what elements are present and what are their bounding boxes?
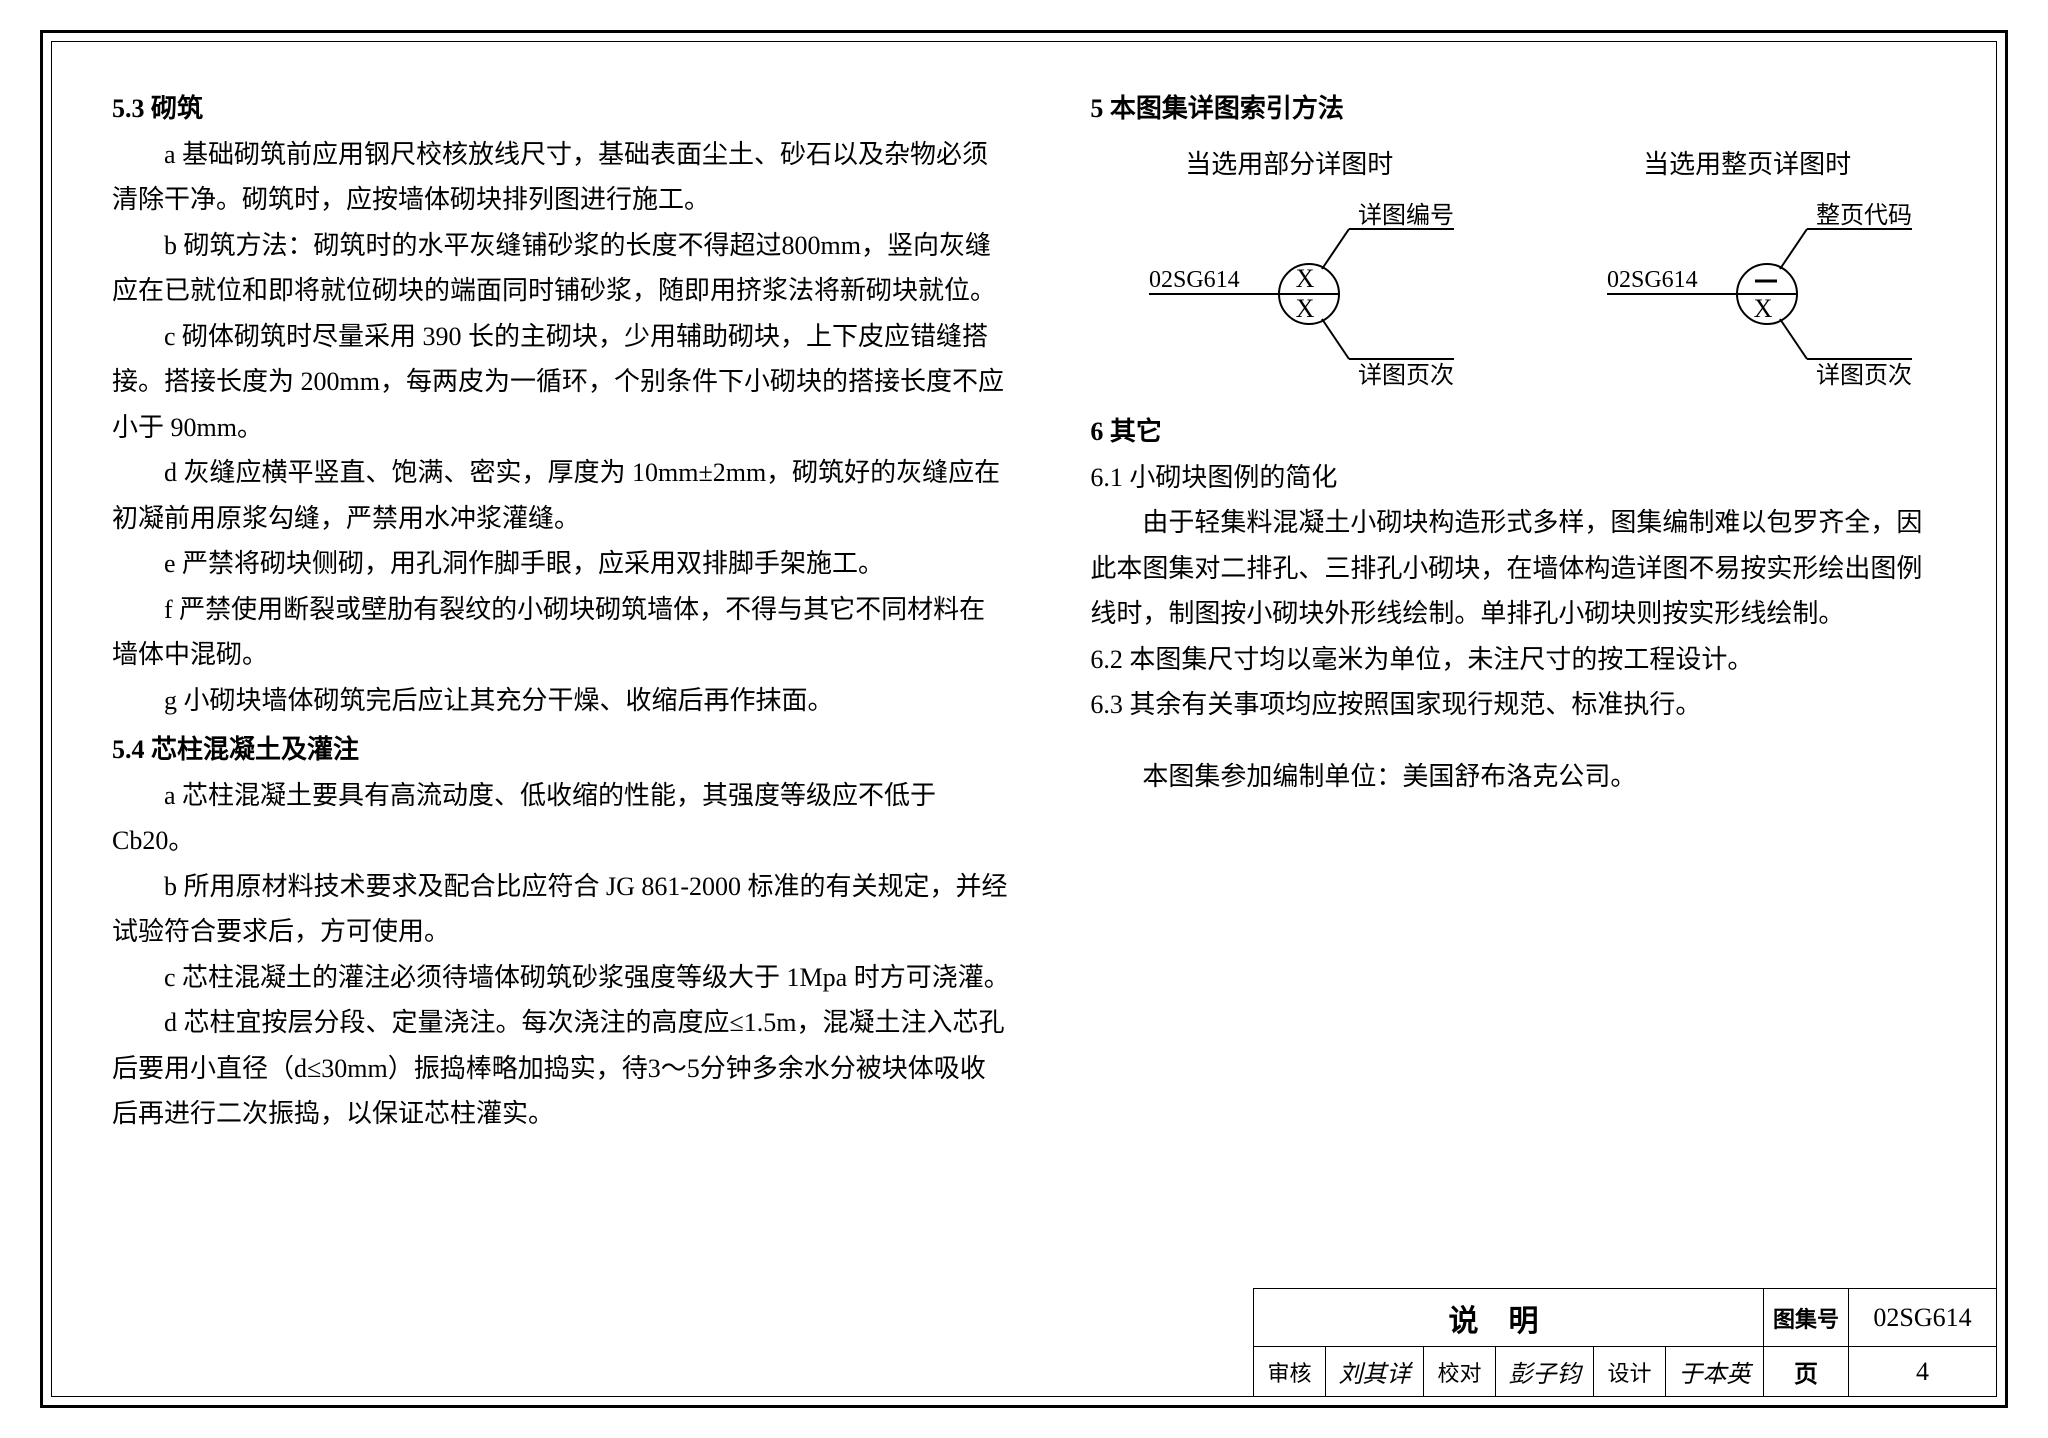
heading-5-4: 5.4 芯柱混凝土及灌注: [112, 727, 1010, 773]
tb-page-value: 4: [1849, 1347, 1997, 1397]
tb-code-value: 02SG614: [1849, 1289, 1997, 1347]
diag-svg-partial: X X 02SG614 详图编号 详图页次: [1119, 199, 1459, 389]
para-5-3-c: c 砌体砌筑时尽量采用 390 长的主砌块，少用辅助砌块，上下皮应错缝搭接。搭接…: [112, 314, 1010, 451]
para-5-4-b: b 所用原材料技术要求及配合比应符合 JG 861-2000 标准的有关规定，并…: [112, 864, 1010, 955]
para-5-3-e: e 严禁将砌块侧砌，用孔洞作脚手眼，应采用双排脚手架施工。: [112, 541, 1010, 587]
para-5-4-a: a 芯柱混凝土要具有高流动度、低收缩的性能，其强度等级应不低于 Cb20。: [112, 773, 1010, 864]
tb-design-sig: 于本英: [1666, 1347, 1764, 1397]
svg-text:X: X: [1754, 294, 1773, 323]
diag-top-label: 详图编号: [1358, 202, 1454, 229]
diag-code-text-2: 02SG614: [1607, 267, 1698, 293]
tb-check-sig: 彭子钧: [1496, 1347, 1594, 1397]
tb-review-sig: 刘其详: [1326, 1347, 1424, 1397]
para-5-3-b: b 砌筑方法：砌筑时的水平灰缝铺砂浆的长度不得超过800mm，竖向灰缝应在已就位…: [112, 223, 1010, 314]
para-5-4-c: c 芯柱混凝土的灌注必须待墙体砌筑砂浆强度等级大于 1Mpa 时方可浇灌。: [112, 955, 1010, 1001]
tb-design-label: 设计: [1594, 1347, 1666, 1397]
heading-5: 5 本图集详图索引方法: [1090, 86, 1946, 132]
diagram-partial: 当选用部分详图时: [1090, 142, 1488, 390]
para-5-3-a: a 基础砌筑前应用钢尺校核放线尺寸，基础表面尘土、砂石以及杂物必须清除干净。砌筑…: [112, 132, 1010, 223]
heading-6-1: 6.1 小砌块图例的简化: [1090, 455, 1946, 501]
left-column: 5.3 砌筑 a 基础砌筑前应用钢尺校核放线尺寸，基础表面尘土、砂石以及杂物必须…: [112, 82, 1010, 1376]
para-5-3-g: g 小砌块墙体砌筑完后应让其充分干燥、收缩后再作抹面。: [112, 678, 1010, 724]
outer-frame: 5.3 砌筑 a 基础砌筑前应用钢尺校核放线尺寸，基础表面尘土、砂石以及杂物必须…: [40, 30, 2008, 1408]
diag-top-label-2: 整页代码: [1816, 202, 1912, 229]
diag-bot-label-2: 详图页次: [1816, 362, 1912, 389]
title-block: 说明 图集号 02SG614 审核 刘其详 校对 彭子钧 设计 于本英 页 4: [1253, 1288, 1997, 1397]
svg-text:X: X: [1296, 264, 1315, 293]
diag-bot-label: 详图页次: [1358, 362, 1454, 389]
heading-5-3: 5.3 砌筑: [112, 86, 1010, 132]
credit-line: 本图集参加编制单位：美国舒布洛克公司。: [1090, 754, 1946, 800]
diag-caption-partial: 当选用部分详图时: [1090, 142, 1488, 188]
right-column: 5 本图集详图索引方法 当选用部分详图时: [1090, 82, 1946, 1376]
tb-page-label: 页: [1764, 1347, 1849, 1397]
tb-code-label: 图集号: [1764, 1289, 1849, 1347]
diag-code-text: 02SG614: [1149, 267, 1240, 293]
tb-check-label: 校对: [1424, 1347, 1496, 1397]
para-6-2: 6.2 本图集尺寸均以毫米为单位，未注尺寸的按工程设计。: [1090, 637, 1946, 683]
tb-title: 说明: [1254, 1289, 1764, 1347]
content-columns: 5.3 砌筑 a 基础砌筑前应用钢尺校核放线尺寸，基础表面尘土、砂石以及杂物必须…: [112, 82, 1946, 1376]
diagram-fullpage: 当选用整页详图时: [1548, 142, 1946, 390]
heading-6: 6 其它: [1090, 409, 1946, 455]
index-diagrams: 当选用部分详图时: [1090, 142, 1946, 390]
para-6-3: 6.3 其余有关事项均应按照国家现行规范、标准执行。: [1090, 682, 1946, 728]
svg-text:X: X: [1296, 294, 1315, 323]
para-5-3-d: d 灰缝应横平竖直、饱满、密实，厚度为 10mm±2mm，砌筑好的灰缝应在初凝前…: [112, 450, 1010, 541]
para-5-4-d: d 芯柱宜按层分段、定量浇注。每次浇注的高度应≤1.5m，混凝土注入芯孔后要用小…: [112, 1000, 1010, 1137]
tb-review-label: 审核: [1254, 1347, 1326, 1397]
diag-caption-fullpage: 当选用整页详图时: [1548, 142, 1946, 188]
para-6-1: 由于轻集料混凝土小砌块构造形式多样，图集编制难以包罗齐全，因此本图集对二排孔、三…: [1090, 500, 1946, 637]
diag-svg-fullpage: X 02SG614 整页代码 详图页次: [1577, 199, 1917, 389]
inner-frame: 5.3 砌筑 a 基础砌筑前应用钢尺校核放线尺寸，基础表面尘土、砂石以及杂物必须…: [51, 41, 1997, 1397]
para-5-3-f: f 严禁使用断裂或壁肋有裂纹的小砌块砌筑墙体，不得与其它不同材料在墙体中混砌。: [112, 587, 1010, 678]
